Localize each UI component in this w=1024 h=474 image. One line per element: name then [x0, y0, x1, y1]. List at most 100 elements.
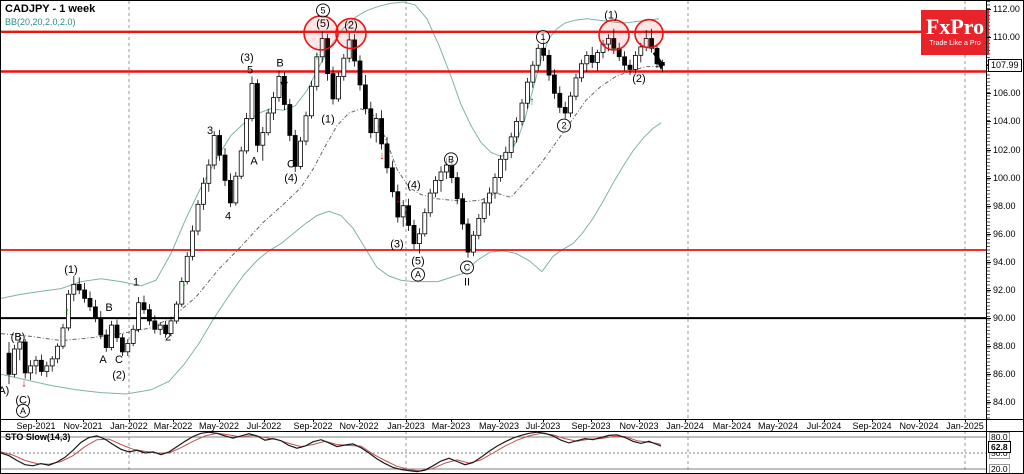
svg-text:(B): (B): [11, 331, 26, 343]
horizontal-level-lines[interactable]: [1, 30, 986, 320]
svg-text:2: 2: [561, 121, 566, 131]
sto-gridlines: [128, 431, 966, 473]
date-axis-tick: [732, 419, 733, 422]
svg-text:5: 5: [320, 5, 325, 15]
date-axis-tick: [685, 419, 686, 422]
svg-text:C: C: [287, 159, 295, 171]
date-axis-label: Nov-2021: [63, 421, 103, 431]
svg-text:A: A: [415, 270, 421, 280]
down-arrow-icon: ↓: [395, 194, 401, 206]
price-axis-tick: [986, 290, 991, 291]
date-axis-tick: [639, 419, 640, 422]
price-axis-label: 92.00: [993, 285, 1016, 295]
date-axis-label: Nov-2023: [619, 421, 659, 431]
date-axis-label: Sep-2023: [571, 421, 611, 431]
chart-header: CADJPY - 1 week BB(20,20,2.0,2.0): [5, 3, 95, 27]
svg-text:3: 3: [207, 125, 213, 137]
svg-text:4: 4: [225, 211, 231, 223]
date-axis-tick: [965, 419, 966, 422]
sto-signal-line: [1, 432, 662, 472]
date-axis-label: Mar-2023: [431, 421, 471, 431]
date-axis-label: May-2024: [757, 421, 799, 431]
date-axis-tick: [173, 419, 174, 422]
axis-separator-line: [986, 1, 987, 473]
wave-labels: (B)(A)(C)A(1)BAC(2)1234(3)5ABC(4)5(5)(2)…: [1, 3, 646, 418]
highlight-circles: [303, 15, 664, 51]
up-arrow-icon: ↑: [511, 138, 517, 150]
svg-text:(5): (5): [411, 256, 424, 268]
date-axis-label: Sep-2021: [16, 421, 56, 431]
svg-text:(C): (C): [15, 395, 30, 407]
svg-text:C: C: [115, 354, 123, 366]
price-axis-tick: [986, 206, 991, 207]
date-axis-tick: [313, 419, 314, 422]
date-axis-label: Jan-2022: [110, 421, 148, 431]
svg-text:A: A: [20, 406, 26, 416]
date-axis-label: May-2023: [478, 421, 520, 431]
stochastic-panel-canvas[interactable]: [1, 431, 986, 474]
svg-text:(1): (1): [604, 10, 617, 22]
price-axis-tick: [986, 150, 991, 151]
price-axis-tick: [986, 262, 991, 263]
date-axis-tick: [499, 419, 500, 422]
date-axis-tick: [919, 419, 920, 422]
date-axis-label: Jul-2023: [525, 421, 561, 431]
price-axis-tick: [986, 9, 991, 10]
svg-text:(2): (2): [344, 20, 357, 32]
price-axis-tick: [986, 93, 991, 94]
svg-text:B: B: [105, 302, 112, 314]
date-axis-label: Sep-2024: [852, 421, 892, 431]
svg-text:(3): (3): [240, 52, 253, 64]
up-arrow-icon: ↑: [64, 306, 70, 318]
date-axis-tick: [591, 419, 592, 422]
price-axis-label: 86.00: [993, 369, 1016, 379]
date-axis-label: Nov-2024: [899, 421, 939, 431]
fxpro-logo: FxPro Trade Like a Pro: [921, 10, 989, 55]
up-arrow-icon: ↑: [529, 95, 535, 107]
price-axis-tick: [986, 346, 991, 347]
down-arrow-icon: ↓: [21, 378, 27, 390]
fxpro-tagline: Trade Like a Pro: [929, 40, 981, 47]
sto-axis-label: 20.0: [989, 464, 1010, 474]
price-axis-tick: [986, 37, 991, 38]
price-axis-tick: [986, 234, 991, 235]
date-axis-label: Jul-2022: [246, 421, 282, 431]
svg-text:1: 1: [133, 277, 139, 289]
bollinger-indicator-label: BB(20,20,2.0,2.0): [5, 17, 76, 27]
date-axis[interactable]: Sep-2021 Nov-2021 Jan-2022 Mar-2022 May-2022…: [1, 419, 1023, 431]
price-axis-tick: [986, 374, 991, 375]
date-axis-label: Mar-2022: [153, 421, 193, 431]
svg-text:2: 2: [165, 331, 171, 343]
sto-main-line: [1, 431, 662, 473]
date-axis-label: Sep-2022: [293, 421, 333, 431]
signal-arrows: ↑ ↑ ↑ ↑ ↑ ↓ ↓ ↓: [21, 50, 665, 390]
date-axis-tick: [36, 419, 37, 422]
price-axis-tick: [986, 178, 991, 179]
price-axis-tick: [986, 402, 991, 403]
price-axis-label: 94.00: [993, 257, 1016, 267]
fxpro-logo-text: FxPro: [925, 14, 985, 39]
svg-text:(1): (1): [64, 264, 77, 276]
svg-text:B: B: [448, 154, 454, 164]
date-axis-label: Jul-2024: [806, 421, 842, 431]
forecast-arrow-icon: [652, 51, 665, 70]
price-axis-label: 112.00: [993, 4, 1020, 14]
date-axis-label: Jan-2023: [387, 421, 425, 431]
price-axis-tick: [986, 318, 991, 319]
price-axis-label: 100.00: [993, 173, 1021, 183]
date-axis-tick: [778, 419, 779, 422]
date-axis-label: Nov-2022: [339, 421, 379, 431]
svg-text:(2): (2): [632, 73, 645, 85]
stochastic-current-value-tag: 62.8: [988, 441, 1011, 453]
price-chart-canvas[interactable]: ↑↑↑↑↑↓↓↓(B)(A)(C)A(1)BAC(2)1234(3)5ABC(4…: [1, 1, 986, 419]
price-axis-label: 88.00: [993, 341, 1016, 351]
date-axis-label: Jan-2025: [946, 421, 984, 431]
svg-text:C: C: [464, 263, 471, 273]
date-axis-tick: [359, 419, 360, 422]
svg-text:(1): (1): [321, 114, 334, 126]
down-arrow-icon: ↓: [379, 150, 385, 162]
svg-text:(5): (5): [316, 18, 329, 30]
chart-date-separator: [1, 419, 1023, 420]
svg-text:II: II: [464, 277, 470, 289]
